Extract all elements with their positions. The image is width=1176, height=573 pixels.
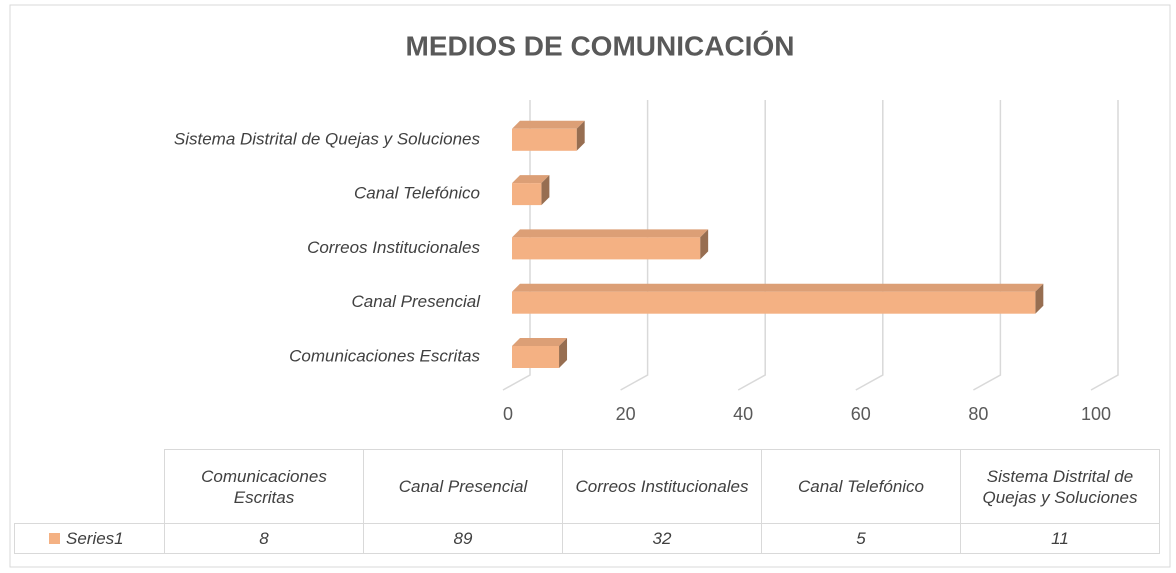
bar-side (700, 229, 709, 260)
table-header-cell: Canal Telefónico (761, 449, 961, 524)
y-tick-label: Canal Telefónico (354, 184, 480, 203)
bar (512, 120, 585, 151)
table-header-cell: Canal Presencial (363, 449, 563, 524)
y-tick-label: Comunicaciones Escritas (289, 346, 480, 365)
table-value-cell: 32 (562, 523, 762, 554)
y-tick-label: Sistema Distrital de Quejas y Soluciones (174, 129, 481, 148)
x-tick-label: 60 (851, 404, 871, 424)
table-header-cell: Correos Institucionales (562, 449, 762, 524)
table-value-cell: 11 (960, 523, 1160, 554)
data-table: Comunicaciones Escritas Canal Presencial C… (14, 449, 1160, 554)
bar (512, 229, 709, 260)
table-header-cell: Comunicaciones Escritas (164, 449, 364, 524)
x-tick-label: 80 (968, 404, 988, 424)
grid-line (737, 100, 766, 391)
bar-front (512, 237, 701, 260)
bar-side (576, 120, 585, 151)
legend-swatch (49, 533, 60, 544)
chart-title: MEDIOS DE COMUNICACIÓN (406, 30, 795, 61)
table-header-cell: Sistema Distrital de Quejas y Soluciones (960, 449, 1160, 524)
bar-side (541, 175, 550, 206)
grid-line (855, 100, 884, 391)
bar-front (512, 346, 560, 368)
chart-border (9, 4, 1171, 568)
table-value-row: Series1 8 89 32 5 11 (14, 523, 1160, 554)
legend-label: Series1 (66, 529, 124, 548)
bar-top (512, 175, 550, 184)
x-tick-label: 40 (733, 404, 753, 424)
x-tick-label: 20 (616, 404, 636, 424)
bar-top (512, 283, 1044, 292)
bar-top (512, 120, 585, 129)
bar-front (512, 183, 542, 206)
bar-top (512, 229, 709, 238)
y-tick-label: Correos Institucionales (307, 238, 480, 257)
bar (512, 338, 568, 368)
bar (512, 283, 1044, 314)
x-tick-label: 100 (1081, 404, 1111, 424)
blank-cell (15, 450, 165, 524)
table-value-cell: 5 (761, 523, 961, 554)
bar-front (512, 128, 577, 151)
table-value-cell: 89 (363, 523, 563, 554)
table-value-cell: 8 (164, 523, 364, 554)
bar-top (512, 338, 568, 346)
grid-line (973, 100, 1002, 391)
bar (512, 175, 550, 206)
y-tick-label: Canal Presencial (351, 292, 481, 311)
grid-line (620, 100, 649, 391)
bar-side (1035, 283, 1044, 314)
bar-side (559, 338, 568, 368)
table-header-row: Comunicaciones Escritas Canal Presencial C… (15, 449, 1160, 524)
bar-front (512, 291, 1036, 314)
x-tick-label: 0 (503, 404, 513, 424)
grid-line (1090, 100, 1119, 391)
legend-cell: Series1 (14, 523, 165, 554)
